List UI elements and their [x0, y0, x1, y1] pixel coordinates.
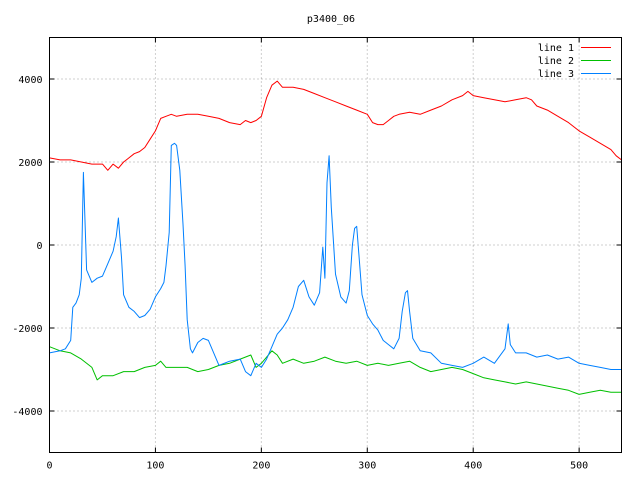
series-line — [49, 346, 622, 395]
x-tick-label: 0 — [46, 461, 52, 472]
x-tick-label: 200 — [252, 461, 270, 472]
legend-label: line 3 — [538, 69, 574, 80]
series-line — [49, 142, 622, 377]
legend-label: line 1 — [538, 43, 574, 54]
legend-label: line 2 — [538, 56, 574, 67]
y-tick-label: 2000 — [18, 158, 42, 169]
grid — [49, 37, 622, 453]
legend: line 1 line 2 line 3 — [538, 43, 611, 80]
x-tick-label: 400 — [464, 461, 482, 472]
y-tick-label: 4000 — [18, 75, 42, 86]
series-line — [49, 80, 622, 171]
x-tick-label: 500 — [570, 461, 588, 472]
y-tick-label: 0 — [36, 241, 42, 252]
axis-ticks: 0 100 200 300 400 500 -4000 -2000 0 2000 4000 — [12, 37, 622, 472]
y-tick-label: -4000 — [12, 407, 42, 418]
chart-title: p3400_06 — [307, 14, 355, 25]
x-tick-label: 100 — [146, 461, 164, 472]
series-layer — [49, 80, 622, 395]
x-tick-label: 300 — [358, 461, 376, 472]
y-tick-label: -2000 — [12, 324, 42, 335]
